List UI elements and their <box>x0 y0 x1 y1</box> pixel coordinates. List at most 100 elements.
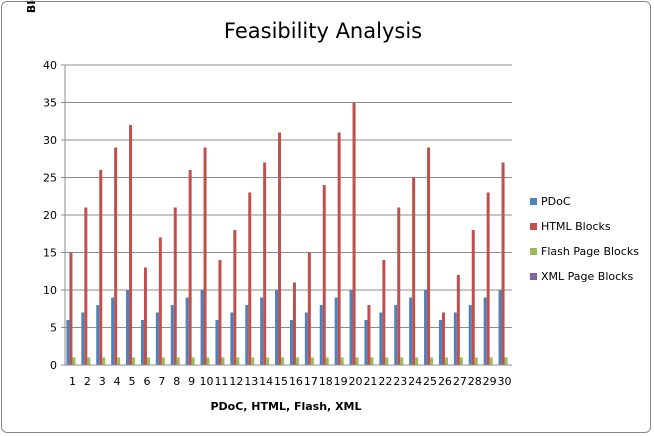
bar-pdoc <box>230 312 234 365</box>
bar-html-blocks <box>397 207 401 365</box>
bar-flash-page-blocks <box>400 357 404 365</box>
bar-flash-page-blocks <box>221 357 225 365</box>
y-tick-label: 25 <box>43 172 57 185</box>
bar-html-blocks <box>471 230 475 365</box>
bar-pdoc <box>81 312 85 365</box>
bar-pdoc <box>126 290 130 365</box>
bar-html-blocks <box>456 275 460 365</box>
x-tick-label: 24 <box>408 375 422 388</box>
x-tick-label: 14 <box>259 375 273 388</box>
x-tick-label: 28 <box>468 375 482 388</box>
legend: PDoC HTML Blocks Flash Page Blocks XML Page… <box>530 195 639 283</box>
bar-pdoc <box>483 297 487 365</box>
bar-html-blocks <box>218 260 222 365</box>
y-tick-label: 0 <box>50 359 57 372</box>
bar-pdoc <box>140 320 144 365</box>
x-tick-label: 29 <box>483 375 497 388</box>
bar-flash-page-blocks <box>415 357 419 365</box>
bar-pdoc <box>468 305 472 365</box>
x-tick-label: 13 <box>244 375 258 388</box>
y-tick-label: 30 <box>43 134 57 147</box>
bar-flash-page-blocks <box>459 357 463 365</box>
bar-flash-page-blocks <box>310 357 314 365</box>
y-tick-label: 40 <box>43 59 57 72</box>
y-tick-label: 20 <box>43 209 57 222</box>
bar-html-blocks <box>173 207 177 365</box>
bar-flash-page-blocks <box>251 357 255 365</box>
bar-pdoc <box>498 290 502 365</box>
bar-html-blocks <box>114 147 118 365</box>
bar-flash-page-blocks <box>281 357 285 365</box>
bar-html-blocks <box>367 305 371 365</box>
x-tick-label: 22 <box>378 375 392 388</box>
bar-html-blocks <box>203 147 207 365</box>
x-tick-label: 23 <box>393 375 407 388</box>
bar-flash-page-blocks <box>266 357 270 365</box>
bar-html-blocks <box>188 170 192 365</box>
bars <box>66 102 508 365</box>
bar-pdoc <box>275 290 279 365</box>
x-tick-label: 15 <box>274 375 288 388</box>
bar-flash-page-blocks <box>474 357 478 365</box>
x-tick-label: 20 <box>349 375 363 388</box>
bar-pdoc <box>438 320 442 365</box>
bar-html-blocks <box>263 162 267 365</box>
bar-html-blocks <box>307 252 311 365</box>
x-tick-label: 16 <box>289 375 303 388</box>
bar-pdoc <box>170 305 174 365</box>
bar-pdoc <box>245 305 249 365</box>
bar-pdoc <box>96 305 100 365</box>
legend-swatch <box>530 223 537 230</box>
bar-html-blocks <box>352 102 356 365</box>
bar-html-blocks <box>278 132 282 365</box>
bar-flash-page-blocks <box>236 357 240 365</box>
x-tick-label: 1 <box>69 375 76 388</box>
bar-pdoc <box>185 297 189 365</box>
bar-flash-page-blocks <box>489 357 493 365</box>
y-tick-label: 15 <box>43 247 57 260</box>
x-tick-label: 27 <box>453 375 467 388</box>
y-axis-title: Blocks <box>25 0 38 13</box>
chart-title: Feasibility Analysis <box>224 19 422 43</box>
bar-pdoc <box>289 320 293 365</box>
bar-flash-page-blocks <box>132 357 136 365</box>
bar-pdoc <box>334 297 338 365</box>
bar-flash-page-blocks <box>295 357 299 365</box>
x-tick-label: 26 <box>438 375 452 388</box>
legend-swatch <box>530 198 537 205</box>
bar-flash-page-blocks <box>370 357 374 365</box>
bar-flash-page-blocks <box>191 357 195 365</box>
x-tick-label: 30 <box>498 375 512 388</box>
bar-flash-page-blocks <box>161 357 165 365</box>
x-tick-label: 10 <box>200 375 214 388</box>
bar-html-blocks <box>158 237 162 365</box>
bar-html-blocks <box>292 282 296 365</box>
x-tick-label: 9 <box>188 375 195 388</box>
bar-pdoc <box>409 297 413 365</box>
legend-swatch <box>530 273 537 280</box>
legend-label: XML Page Blocks <box>541 270 634 283</box>
bar-flash-page-blocks <box>117 357 121 365</box>
x-tick-label: 2 <box>84 375 91 388</box>
y-tick-label: 10 <box>43 284 57 297</box>
x-tick-label: 3 <box>99 375 106 388</box>
bar-html-blocks <box>382 260 386 365</box>
bar-pdoc <box>155 312 159 365</box>
bar-html-blocks <box>69 252 73 365</box>
bar-pdoc <box>200 290 204 365</box>
x-tick-label: 21 <box>363 375 377 388</box>
bar-html-blocks <box>129 125 133 365</box>
legend-swatch <box>530 248 537 255</box>
x-tick-label: 4 <box>114 375 121 388</box>
bar-flash-page-blocks <box>430 357 434 365</box>
bar-flash-page-blocks <box>87 357 91 365</box>
bar-flash-page-blocks <box>325 357 329 365</box>
x-tick-label: 7 <box>158 375 165 388</box>
x-tick-label: 6 <box>143 375 150 388</box>
x-tick-label: 5 <box>129 375 136 388</box>
bar-flash-page-blocks <box>206 357 210 365</box>
bar-html-blocks <box>441 312 445 365</box>
bar-flash-page-blocks <box>102 357 106 365</box>
bar-pdoc <box>453 312 457 365</box>
